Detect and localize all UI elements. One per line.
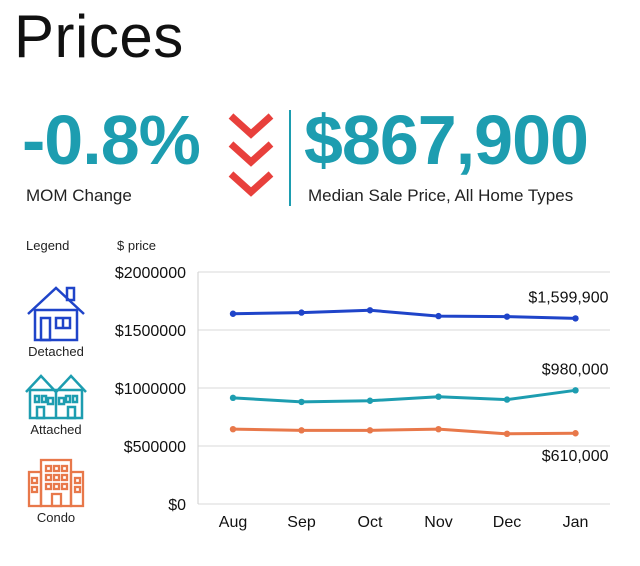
building-icon — [27, 458, 85, 508]
data-point-detached — [229, 310, 237, 317]
x-tick-label: Jan — [563, 514, 589, 531]
x-tick-label: Oct — [358, 514, 383, 531]
triple-chevron-down-icon — [228, 113, 274, 197]
data-point-condo — [435, 425, 442, 433]
page-title: Prices — [14, 3, 184, 70]
legend-title: Legend — [26, 238, 70, 253]
mom-change-value: -0.8% — [22, 101, 201, 179]
data-point-condo — [298, 427, 305, 434]
series-line-attached — [232, 388, 576, 404]
y-tick-label: $2000000 — [115, 265, 186, 282]
series-line-detached — [232, 308, 576, 320]
end-value-label-attached: $980,000 — [542, 361, 609, 378]
data-point-attached — [229, 394, 237, 402]
data-point-condo — [366, 427, 374, 434]
end-value-label-condo: $610,000 — [542, 448, 609, 465]
legend-item-condo: Condo — [14, 456, 98, 525]
y-tick-label: $500000 — [124, 439, 186, 456]
y-axis-label: $ price — [117, 238, 157, 253]
data-point-attached — [366, 397, 374, 404]
median-price-label: Median Sale Price, All Home Types — [308, 186, 574, 205]
data-point-detached — [435, 312, 442, 320]
house-icon — [27, 286, 85, 342]
data-point-attached — [572, 387, 579, 394]
data-point-detached — [298, 309, 305, 316]
median-price-value: $867,900 — [304, 101, 589, 179]
data-point-condo — [572, 430, 579, 437]
data-point-detached — [366, 307, 374, 314]
data-point-condo — [503, 430, 511, 438]
legend-item-attached: Attached — [14, 372, 98, 437]
data-point-attached — [435, 393, 442, 400]
legend-label-detached: Detached — [28, 344, 84, 359]
legend-label-condo: Condo — [36, 510, 76, 525]
legend-label-attached: Attached — [30, 422, 82, 437]
legend-item-detached: Detached — [14, 284, 98, 359]
y-tick-label: $1500000 — [115, 323, 186, 340]
series-line-condo — [232, 427, 576, 436]
kpi-divider — [289, 110, 291, 206]
y-tick-label: $1000000 — [115, 381, 186, 398]
data-point-detached — [572, 315, 579, 322]
x-tick-label: Dec — [493, 514, 521, 531]
x-tick-label: Sep — [287, 514, 316, 531]
data-point-condo — [229, 425, 237, 433]
x-tick-label: Aug — [219, 514, 247, 531]
townhouse-icon — [25, 374, 87, 420]
end-value-label-detached: $1,599,900 — [528, 289, 608, 306]
x-tick-label: Nov — [424, 514, 452, 531]
data-point-attached — [503, 396, 511, 403]
data-point-detached — [503, 313, 511, 320]
y-tick-label: $0 — [168, 497, 186, 514]
data-point-attached — [298, 398, 305, 406]
mom-change-label: MOM Change — [26, 186, 132, 205]
